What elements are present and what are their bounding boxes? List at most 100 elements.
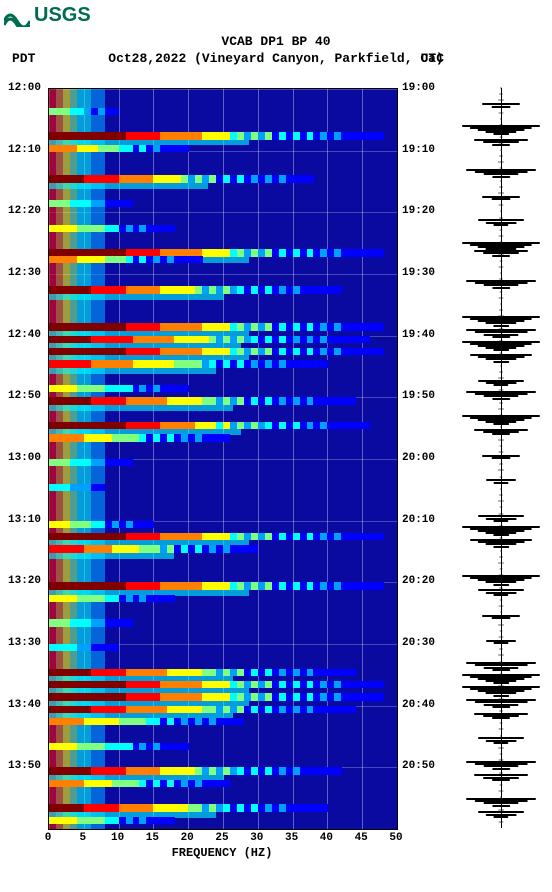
seismogram-noise bbox=[499, 236, 504, 237]
seismogram-noise bbox=[499, 371, 503, 372]
time-label-pdt: 13:50 bbox=[8, 760, 41, 772]
time-label-pdt: 13:40 bbox=[8, 699, 41, 711]
x-tick-label: 50 bbox=[389, 832, 402, 844]
spectro-event-cell bbox=[112, 108, 119, 115]
time-label-utc: 19:50 bbox=[402, 390, 435, 402]
seismogram-noise bbox=[499, 279, 503, 280]
seismogram-spike bbox=[492, 398, 510, 400]
seismogram-noise bbox=[498, 778, 504, 779]
seismogram-spike bbox=[493, 361, 509, 363]
spectro-event-cell bbox=[167, 225, 174, 232]
spectro-event-cell bbox=[181, 743, 188, 750]
spectro-event-cell bbox=[376, 693, 383, 700]
time-label-pdt: 13:30 bbox=[8, 637, 41, 649]
time-label-pdt: 13:20 bbox=[8, 575, 41, 587]
spectro-event-cell bbox=[348, 706, 355, 713]
usgs-logo: USGS bbox=[4, 4, 91, 27]
seismogram-noise bbox=[500, 229, 503, 230]
seismogram-noise bbox=[499, 205, 504, 206]
time-label-pdt: 12:50 bbox=[8, 390, 41, 402]
time-label-pdt: 12:20 bbox=[8, 205, 41, 217]
seismogram-noise bbox=[500, 445, 503, 446]
seismogram-noise bbox=[498, 254, 504, 255]
seismogram-noise bbox=[498, 686, 504, 687]
seismogram-noise bbox=[499, 94, 503, 95]
seismogram-noise bbox=[499, 451, 504, 452]
seismogram-noise bbox=[499, 575, 504, 576]
seismogram-noise bbox=[498, 717, 504, 718]
seismogram-noise bbox=[500, 118, 502, 119]
seismogram-noise bbox=[499, 698, 504, 699]
seismogram-noise bbox=[499, 125, 503, 126]
seismogram-noise bbox=[500, 754, 503, 755]
seismogram-noise bbox=[500, 180, 502, 181]
seismogram-noise bbox=[499, 433, 503, 434]
seismogram-noise bbox=[500, 384, 503, 385]
seismogram-spike bbox=[493, 325, 509, 327]
time-label-utc: 19:30 bbox=[402, 267, 435, 279]
spectro-event-cell bbox=[334, 286, 341, 293]
x-tick-label: 5 bbox=[79, 832, 86, 844]
seismogram-noise bbox=[500, 507, 503, 508]
time-label-utc: 20:40 bbox=[402, 699, 435, 711]
seismogram-noise bbox=[499, 556, 503, 557]
seismogram-noise bbox=[500, 692, 503, 693]
seismogram-noise bbox=[500, 643, 502, 644]
x-tick-label: 15 bbox=[146, 832, 159, 844]
seismogram-noise bbox=[500, 569, 503, 570]
seismogram-noise bbox=[498, 347, 504, 348]
seismogram-noise bbox=[499, 340, 503, 341]
seismogram-noise bbox=[498, 162, 504, 163]
timezone-right: UTC bbox=[421, 51, 444, 66]
seismogram-noise bbox=[498, 624, 504, 625]
time-label-utc: 20:30 bbox=[402, 637, 435, 649]
seismogram-noise bbox=[500, 88, 502, 89]
time-label-utc: 20:10 bbox=[402, 514, 435, 526]
seismogram-spike bbox=[492, 287, 510, 289]
seismogram-noise bbox=[500, 242, 502, 243]
seismogram-noise bbox=[498, 655, 504, 656]
time-label-utc: 20:00 bbox=[402, 452, 435, 464]
spectro-event-cell bbox=[348, 397, 355, 404]
spectro-event-cell bbox=[362, 422, 369, 429]
seismogram-noise bbox=[499, 525, 503, 526]
seismogram-trace bbox=[456, 88, 546, 828]
seismogram-spike bbox=[492, 176, 510, 178]
spectro-event-cell bbox=[348, 669, 355, 676]
time-label-pdt: 12:40 bbox=[8, 329, 41, 341]
seismogram-noise bbox=[500, 599, 503, 600]
seismogram-noise bbox=[499, 310, 503, 311]
seismogram-noise bbox=[499, 772, 503, 773]
seismogram-noise bbox=[500, 199, 503, 200]
spectro-event-cell bbox=[376, 323, 383, 330]
seismogram-noise bbox=[499, 606, 504, 607]
spectro-event-cell bbox=[376, 582, 383, 589]
seismogram-spike bbox=[492, 706, 510, 708]
time-label-utc: 19:00 bbox=[402, 82, 435, 94]
seismogram-noise bbox=[498, 562, 504, 563]
seismogram-spike bbox=[493, 682, 509, 684]
spectro-event-cell bbox=[223, 780, 230, 787]
seismogram-noise bbox=[499, 186, 503, 187]
seismogram-noise bbox=[500, 106, 503, 107]
usgs-wave-icon bbox=[4, 5, 30, 27]
station-id: VCAB DP1 BP 40 bbox=[0, 34, 552, 49]
time-label-utc: 19:40 bbox=[402, 329, 435, 341]
spectro-event-cell bbox=[320, 360, 327, 367]
spectro-event-cell bbox=[251, 545, 258, 552]
seismogram-noise bbox=[498, 192, 504, 193]
seismogram-noise bbox=[499, 729, 504, 730]
seismogram-noise bbox=[499, 618, 503, 619]
spectro-event-cell bbox=[126, 459, 133, 466]
spectro-event-cell bbox=[237, 718, 244, 725]
seismogram-noise bbox=[500, 723, 503, 724]
spectro-event-glow bbox=[49, 405, 233, 411]
seismogram-noise bbox=[500, 488, 502, 489]
gridline-vertical bbox=[397, 89, 398, 829]
spectro-event-cell bbox=[334, 767, 341, 774]
spectro-event-cell bbox=[126, 619, 133, 626]
seismogram-noise bbox=[499, 112, 504, 113]
seismogram-noise bbox=[500, 137, 503, 138]
spectro-event-cell bbox=[181, 145, 188, 152]
seismogram-noise bbox=[500, 766, 502, 767]
